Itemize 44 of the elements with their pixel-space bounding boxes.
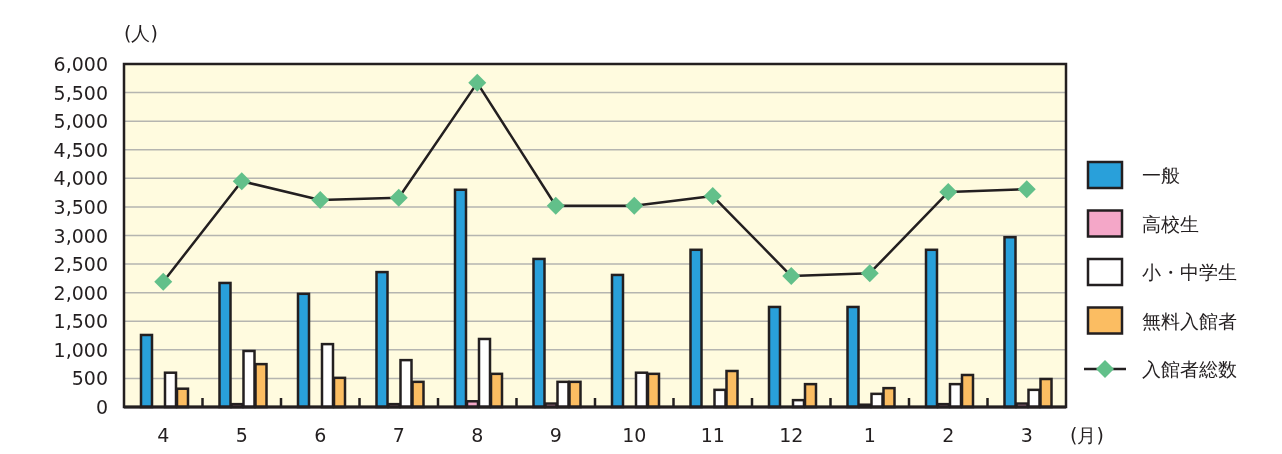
legend-label: 高校生 (1142, 212, 1199, 235)
x-tick-label: 7 (392, 424, 405, 446)
legend-label: 小・中学生 (1142, 261, 1237, 283)
y-tick-label: 0 (95, 396, 108, 418)
x-tick-label: 8 (471, 424, 484, 446)
point (154, 272, 173, 291)
x-axis-title: (月) (1070, 424, 1104, 446)
point (1017, 180, 1036, 199)
y-tick-label: 5,000 (53, 110, 108, 133)
x-tick-label: 1 (863, 424, 876, 446)
y-tick-label: 4,500 (53, 138, 108, 161)
y-tick-label: 1,000 (53, 338, 108, 361)
point (703, 187, 722, 206)
legend-label: 入館者総数 (1142, 358, 1237, 380)
y-axis-title: (人) (124, 22, 158, 44)
point (546, 196, 565, 215)
point (860, 264, 879, 283)
y-tick-label: 6,000 (53, 53, 108, 75)
point (468, 73, 487, 92)
x-tick-label: 12 (779, 424, 804, 446)
x-tick-label: 6 (314, 424, 327, 446)
point (782, 267, 801, 286)
y-tick-label: 4,000 (53, 167, 108, 190)
y-tick-label: 3,500 (53, 195, 108, 218)
y-tick-label: 2,500 (53, 253, 108, 276)
point (311, 191, 330, 210)
y-tick-label: 2,000 (53, 281, 108, 304)
y-tick-label: 3,000 (53, 224, 108, 247)
x-tick-label: 9 (549, 424, 562, 446)
x-tick-label: 2 (942, 424, 955, 446)
point (389, 188, 408, 207)
point (232, 172, 251, 191)
point (939, 183, 958, 202)
x-tick-label: 4 (157, 424, 170, 446)
x-tick-label: 10 (622, 424, 647, 446)
y-tick-label: 1,500 (53, 310, 108, 333)
legend-label: 一般 (1142, 164, 1180, 186)
point (625, 196, 644, 215)
y-tick-label: 500 (71, 367, 108, 390)
legend-label: 無料入館者 (1142, 309, 1237, 332)
y-tick-label: 5,500 (53, 81, 108, 104)
x-tick-label: 5 (235, 424, 248, 446)
x-tick-label: 3 (1020, 424, 1033, 446)
x-tick-label: 11 (700, 424, 725, 446)
